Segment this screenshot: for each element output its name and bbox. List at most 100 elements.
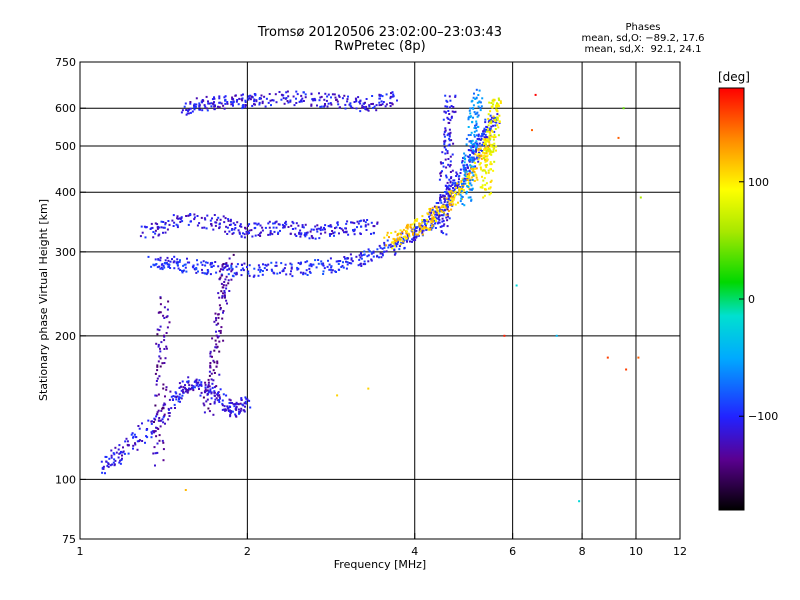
data-point bbox=[200, 384, 203, 387]
data-point bbox=[403, 247, 406, 250]
data-point bbox=[215, 221, 218, 224]
data-point bbox=[220, 274, 223, 277]
data-point bbox=[478, 155, 481, 158]
data-point bbox=[470, 146, 473, 149]
data-point bbox=[223, 408, 226, 411]
data-point bbox=[481, 150, 484, 152]
data-point bbox=[394, 230, 397, 233]
data-point bbox=[392, 95, 395, 98]
data-point bbox=[211, 382, 214, 385]
y-tick-label: 750 bbox=[55, 56, 76, 69]
data-point bbox=[287, 95, 290, 98]
data-point bbox=[176, 226, 179, 229]
data-point bbox=[488, 101, 491, 104]
data-point bbox=[230, 228, 233, 231]
x-tick-label: 4 bbox=[411, 545, 418, 558]
data-point bbox=[244, 400, 247, 403]
data-point bbox=[401, 232, 404, 235]
data-point bbox=[394, 239, 397, 242]
data-point bbox=[459, 168, 462, 171]
data-point bbox=[122, 446, 124, 449]
data-point bbox=[158, 417, 161, 419]
data-point bbox=[472, 168, 475, 170]
data-point bbox=[343, 94, 346, 97]
data-point bbox=[470, 199, 473, 202]
data-point bbox=[215, 323, 218, 326]
data-point bbox=[487, 140, 490, 143]
data-point bbox=[445, 233, 448, 236]
data-point bbox=[399, 229, 402, 232]
data-point bbox=[224, 230, 227, 233]
data-point bbox=[445, 206, 448, 209]
data-point bbox=[477, 133, 480, 136]
data-point bbox=[461, 185, 464, 188]
data-point bbox=[308, 267, 311, 270]
data-point bbox=[447, 214, 449, 216]
data-point bbox=[160, 266, 163, 269]
data-point bbox=[491, 106, 494, 109]
data-point bbox=[121, 457, 123, 460]
data-point bbox=[164, 357, 167, 360]
data-point bbox=[475, 97, 478, 100]
data-point bbox=[290, 270, 292, 273]
data-point bbox=[253, 222, 256, 225]
data-point bbox=[449, 164, 452, 166]
data-point bbox=[450, 115, 453, 118]
data-point bbox=[343, 231, 345, 234]
data-point bbox=[150, 227, 153, 230]
data-point bbox=[437, 206, 440, 209]
data-point bbox=[292, 95, 295, 98]
data-point bbox=[172, 214, 175, 217]
data-point bbox=[215, 271, 218, 274]
data-point bbox=[136, 448, 139, 451]
data-point bbox=[415, 219, 418, 222]
data-point bbox=[189, 107, 192, 110]
data-point bbox=[218, 278, 221, 281]
data-point bbox=[386, 231, 389, 234]
data-point bbox=[301, 224, 304, 227]
data-point bbox=[135, 436, 138, 438]
data-point bbox=[271, 99, 274, 102]
data-point bbox=[492, 169, 495, 172]
data-point bbox=[359, 233, 362, 235]
data-point bbox=[225, 287, 228, 290]
data-point bbox=[176, 264, 179, 267]
data-point bbox=[280, 262, 283, 265]
data-point bbox=[218, 95, 221, 98]
data-point bbox=[155, 263, 158, 265]
data-point bbox=[432, 218, 435, 221]
data-point bbox=[399, 238, 402, 241]
data-point bbox=[156, 411, 159, 414]
data-point bbox=[411, 229, 414, 232]
data-point bbox=[350, 257, 353, 260]
data-point bbox=[372, 250, 375, 253]
data-point bbox=[395, 240, 398, 243]
x-tick-label: 10 bbox=[629, 545, 643, 558]
data-point bbox=[207, 378, 210, 381]
data-point bbox=[208, 410, 211, 413]
data-point bbox=[223, 295, 226, 298]
data-point bbox=[309, 271, 312, 274]
data-point bbox=[391, 247, 394, 250]
data-point bbox=[223, 107, 226, 110]
data-point bbox=[256, 223, 259, 226]
data-point bbox=[493, 160, 496, 163]
data-point bbox=[274, 221, 277, 224]
data-point bbox=[200, 391, 203, 394]
data-point bbox=[199, 108, 201, 111]
data-point bbox=[442, 224, 445, 227]
data-point bbox=[178, 396, 181, 399]
data-point bbox=[250, 229, 253, 232]
data-point bbox=[446, 116, 449, 119]
data-point bbox=[400, 237, 403, 240]
data-point bbox=[366, 219, 369, 221]
data-point bbox=[450, 208, 453, 211]
data-point bbox=[217, 322, 220, 325]
data-point bbox=[240, 235, 243, 238]
data-point bbox=[213, 402, 216, 405]
data-point bbox=[344, 227, 347, 230]
data-point bbox=[490, 129, 493, 132]
data-point bbox=[308, 237, 311, 240]
data-point bbox=[355, 107, 358, 110]
data-point bbox=[439, 174, 442, 177]
